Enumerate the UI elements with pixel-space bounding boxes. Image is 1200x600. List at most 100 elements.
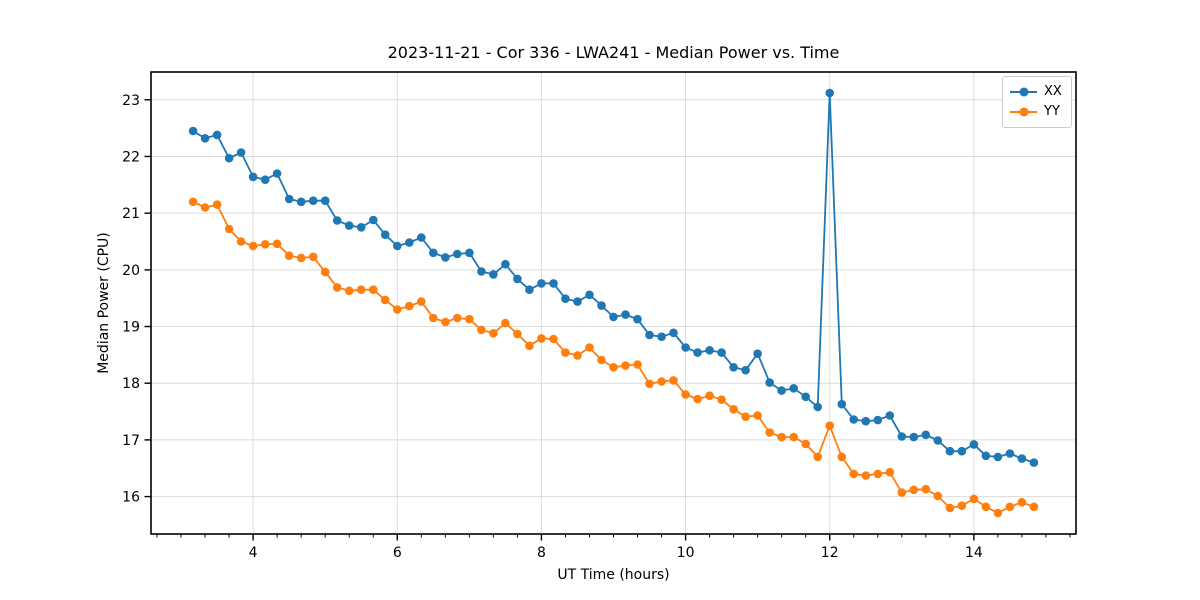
data-point-xx — [356, 223, 366, 232]
data-point-xx — [525, 285, 534, 295]
data-point-yy — [344, 286, 354, 296]
data-point-xx — [284, 194, 294, 204]
data-point-xx — [741, 365, 750, 375]
y-axis-label-text: Median Power (CPU) — [96, 232, 112, 374]
data-point-yy — [741, 412, 750, 422]
data-point-xx — [801, 392, 810, 402]
data-point-yy — [465, 314, 474, 324]
legend-marker-icon-xx — [1019, 87, 1028, 97]
data-point-yy — [356, 285, 366, 295]
data-point-yy — [284, 251, 294, 260]
data-point-xx — [597, 301, 606, 310]
data-point-yy — [777, 432, 786, 442]
data-point-yy — [993, 508, 1003, 518]
legend-line-swatch-xx — [1010, 87, 1037, 97]
data-point-yy — [957, 501, 967, 511]
data-point-xx — [332, 216, 342, 225]
data-point-yy — [921, 484, 931, 494]
data-point-xx — [717, 348, 726, 357]
data-point-yy — [897, 488, 907, 497]
data-point-yy — [320, 267, 330, 277]
data-point-xx — [369, 215, 378, 225]
data-point-yy — [1017, 498, 1027, 507]
data-point-xx — [705, 346, 714, 355]
data-point-xx — [753, 349, 762, 359]
data-point-yy — [765, 428, 774, 437]
data-point-xx — [417, 233, 426, 242]
data-point-xx — [513, 274, 522, 284]
legend-line-swatch-yy — [1010, 107, 1037, 117]
data-point-yy — [525, 341, 534, 351]
series-line-xx — [192, 92, 1035, 464]
y-tick-label: 22 — [122, 149, 140, 165]
data-point-xx — [657, 332, 666, 342]
y-tick-label: 20 — [122, 263, 140, 279]
data-point-xx — [969, 440, 979, 449]
x-tick-label: 8 — [537, 545, 546, 561]
data-point-xx — [765, 378, 774, 387]
data-point-xx — [885, 411, 895, 420]
data-point-yy — [633, 360, 642, 369]
data-point-yy — [200, 203, 210, 212]
data-point-xx — [681, 343, 690, 352]
data-point-yy — [693, 394, 702, 404]
data-point-yy — [873, 469, 883, 479]
data-point-yy — [308, 252, 318, 262]
data-point-xx — [693, 348, 702, 357]
data-point-yy — [621, 361, 630, 370]
data-point-xx — [813, 402, 822, 412]
y-tick-label: 16 — [122, 490, 140, 506]
data-point-yy — [909, 485, 919, 495]
data-point-yy — [248, 241, 258, 251]
data-point-yy — [885, 467, 895, 477]
axes-spines — [150, 71, 1077, 535]
data-point-xx — [921, 430, 931, 440]
data-point-xx — [897, 432, 907, 441]
data-point-yy — [573, 351, 582, 360]
x-axis-label: UT Time (hours) — [557, 567, 670, 583]
y-tick-label: 18 — [122, 376, 140, 392]
data-point-yy — [681, 390, 690, 399]
data-point-xx — [729, 363, 738, 372]
data-point-xx — [429, 248, 438, 258]
data-point-xx — [188, 126, 198, 136]
legend-item-xx: XX — [1010, 82, 1063, 102]
data-point-xx — [224, 153, 234, 163]
data-point-yy — [272, 239, 282, 249]
data-point-yy — [224, 224, 234, 234]
data-point-yy — [789, 432, 798, 442]
data-point-yy — [489, 329, 498, 338]
data-point-xx — [248, 172, 258, 182]
data-point-xx — [933, 436, 943, 445]
data-point-xx — [441, 253, 450, 262]
data-point-xx — [645, 330, 654, 340]
y-tick-label: 19 — [122, 320, 140, 336]
data-point-yy — [801, 439, 810, 449]
data-point-yy — [813, 452, 822, 462]
data-point-yy — [825, 421, 834, 431]
data-point-xx — [1017, 454, 1027, 463]
data-point-yy — [861, 471, 871, 480]
data-point-yy — [501, 318, 510, 328]
data-point-xx — [308, 196, 318, 205]
legend-marker-icon-yy — [1019, 107, 1028, 117]
data-point-yy — [933, 491, 943, 501]
data-point-xx — [945, 446, 955, 456]
data-point-yy — [393, 305, 402, 314]
data-point-xx — [549, 279, 558, 288]
data-point-yy — [849, 469, 858, 479]
data-point-xx — [861, 416, 871, 426]
data-point-xx — [1005, 449, 1015, 458]
data-point-yy — [417, 297, 426, 306]
x-tick-label: 12 — [821, 545, 839, 561]
data-point-xx — [573, 297, 582, 306]
data-point-yy — [549, 334, 558, 344]
data-point-yy — [585, 343, 594, 352]
data-point-yy — [1029, 502, 1039, 512]
data-point-yy — [657, 377, 666, 386]
data-point-yy — [477, 325, 486, 335]
data-point-xx — [909, 432, 919, 442]
y-tick-label: 23 — [122, 93, 140, 109]
data-point-xx — [669, 328, 678, 338]
